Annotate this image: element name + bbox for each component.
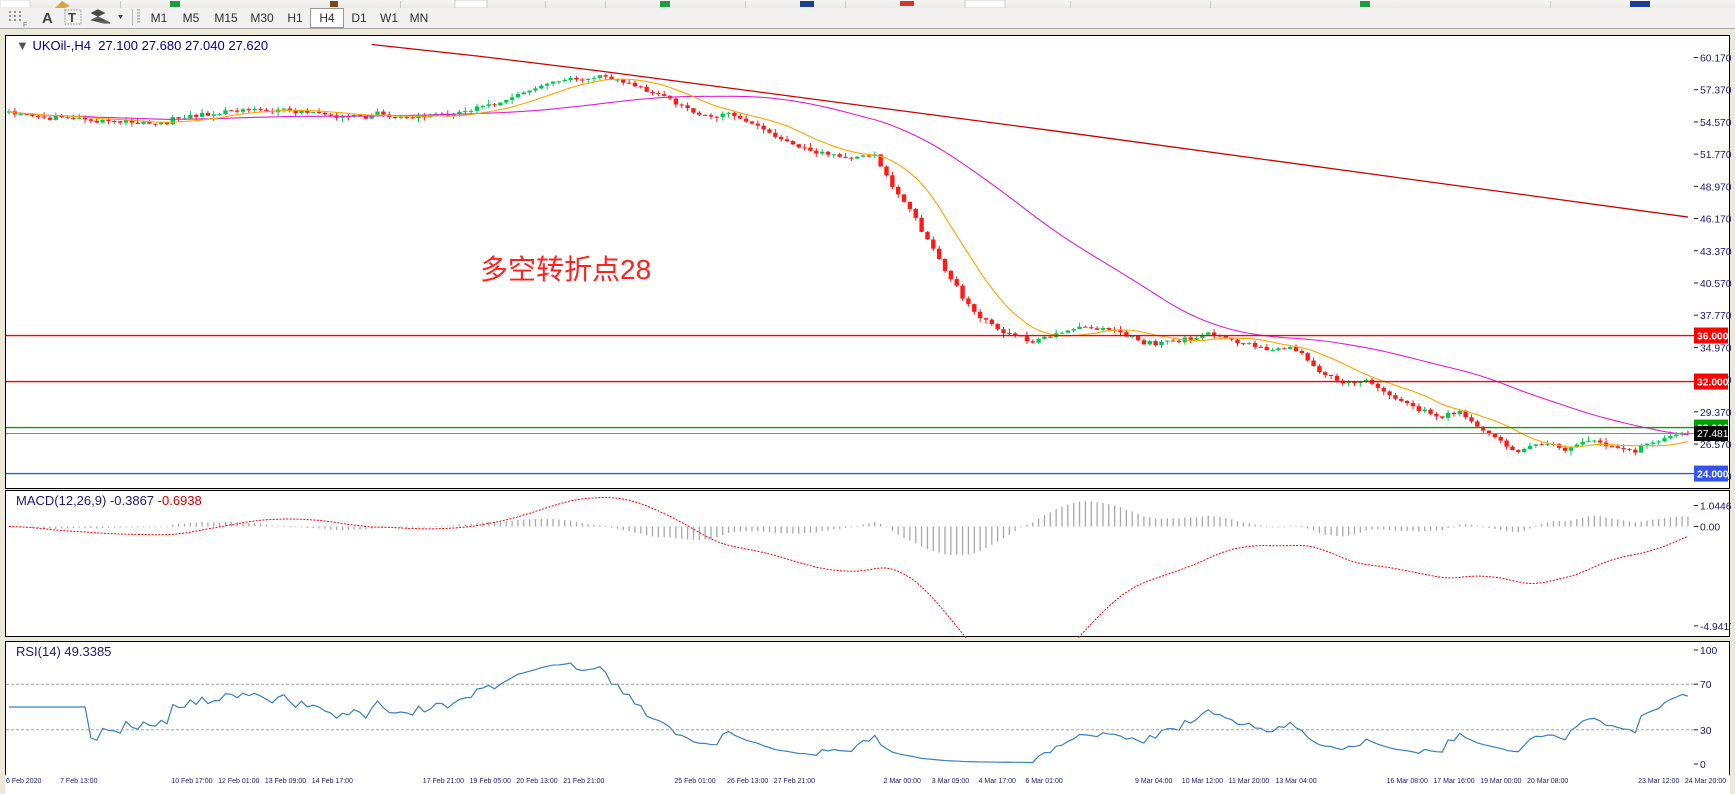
svg-text:34.970: 34.970	[1700, 343, 1731, 354]
svg-text:27.481: 27.481	[1697, 429, 1729, 440]
svg-text:0.00: 0.00	[1700, 523, 1720, 534]
svg-text:60.170: 60.170	[1700, 54, 1731, 65]
svg-text:100: 100	[1700, 646, 1717, 657]
svg-text:43.370: 43.370	[1700, 247, 1731, 258]
svg-text:30: 30	[1700, 726, 1712, 737]
svg-text:F: F	[23, 22, 27, 28]
svg-text:A: A	[42, 10, 53, 27]
svg-text:51.770: 51.770	[1700, 150, 1731, 161]
svg-text:46.170: 46.170	[1700, 215, 1731, 226]
svg-text:0: 0	[1700, 760, 1706, 771]
svg-text:-4.9417: -4.9417	[1700, 622, 1731, 633]
svg-text:54.570: 54.570	[1700, 118, 1731, 129]
svg-text:32.000: 32.000	[1697, 378, 1729, 389]
svg-text:1.0446: 1.0446	[1700, 502, 1731, 513]
svg-text:36.000: 36.000	[1697, 332, 1729, 343]
svg-text:57.370: 57.370	[1700, 86, 1731, 97]
svg-text:T: T	[68, 10, 76, 25]
svg-text:37.770: 37.770	[1700, 311, 1731, 322]
svg-text:48.970: 48.970	[1700, 182, 1731, 193]
svg-text:26.570: 26.570	[1700, 440, 1731, 451]
svg-text:24.000: 24.000	[1697, 470, 1729, 481]
svg-text:29.370: 29.370	[1700, 408, 1731, 419]
svg-text:40.570: 40.570	[1700, 279, 1731, 290]
svg-text:70: 70	[1700, 680, 1712, 691]
